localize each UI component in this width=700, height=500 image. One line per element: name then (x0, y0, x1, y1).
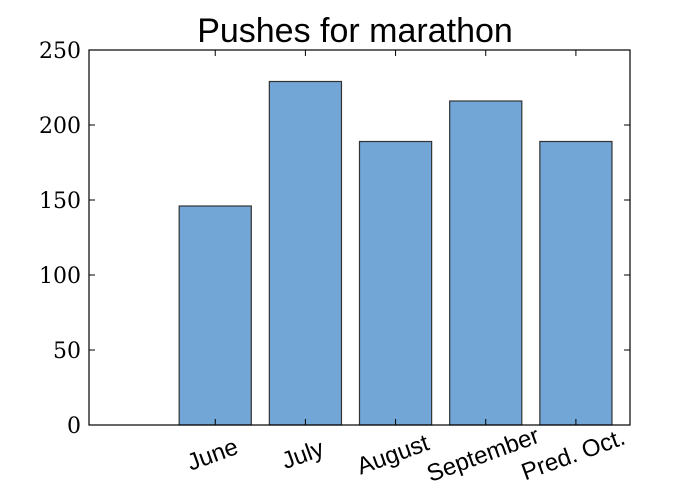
bar-pred-oct (539, 140, 613, 426)
y-tick-label: 0 (67, 414, 81, 439)
y-tick-label: 50 (53, 339, 81, 364)
y-tick-label: 100 (39, 264, 81, 289)
bar-july (268, 80, 343, 426)
bar-september (449, 100, 523, 426)
y-tick-label: 250 (39, 39, 81, 64)
y-tick-label: 200 (39, 114, 81, 139)
x-tick-label: August (353, 429, 433, 480)
chart-title: Pushes for marathon (197, 12, 513, 50)
x-tick-label: June (184, 433, 242, 476)
bars-group (178, 80, 613, 426)
y-axis: 0 50 100 150 200 250 (39, 39, 630, 439)
y-tick-label: 150 (39, 189, 81, 214)
plot-frame (88, 49, 631, 426)
bar-june (178, 205, 252, 426)
bar-august (358, 140, 433, 426)
x-tick-label: July (278, 435, 327, 475)
